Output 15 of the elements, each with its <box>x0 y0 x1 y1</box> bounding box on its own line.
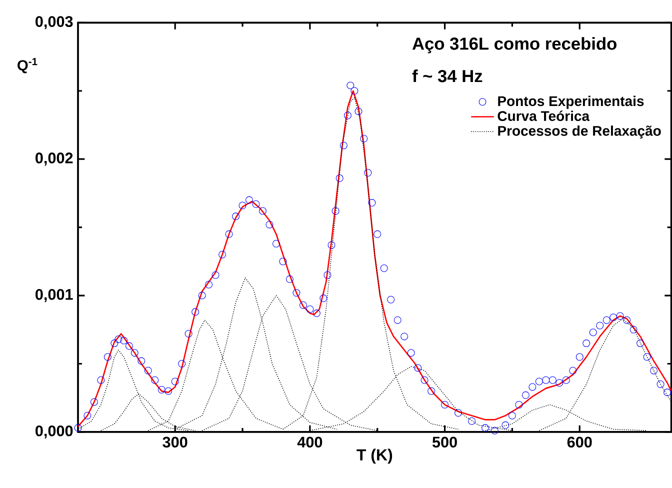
y-tick-label: 0,002 <box>36 152 73 166</box>
y-axis-title: Q$^{-1}$ <box>18 58 38 74</box>
y-tick-label: 0,001 <box>36 289 73 302</box>
x-axis-title: T (K) <box>356 448 392 464</box>
annotation: Aço 316L como recebido <box>412 37 616 54</box>
annotation: f ~ 34 Hz <box>412 69 482 82</box>
x-tick-label: 500 <box>432 436 457 448</box>
x-tick-label: 600 <box>567 436 592 448</box>
x-tick-label: 300 <box>162 436 188 448</box>
legend-label: Curva Teórica <box>498 110 590 122</box>
y-tick-label: 0,003 <box>36 16 73 30</box>
legend-label: Processos de Relaxação <box>498 126 661 139</box>
x-tick-label: 400 <box>297 436 322 448</box>
y-tick-label: 0,000 <box>36 425 73 439</box>
legend-label: Pontos Experimentais <box>498 96 644 109</box>
